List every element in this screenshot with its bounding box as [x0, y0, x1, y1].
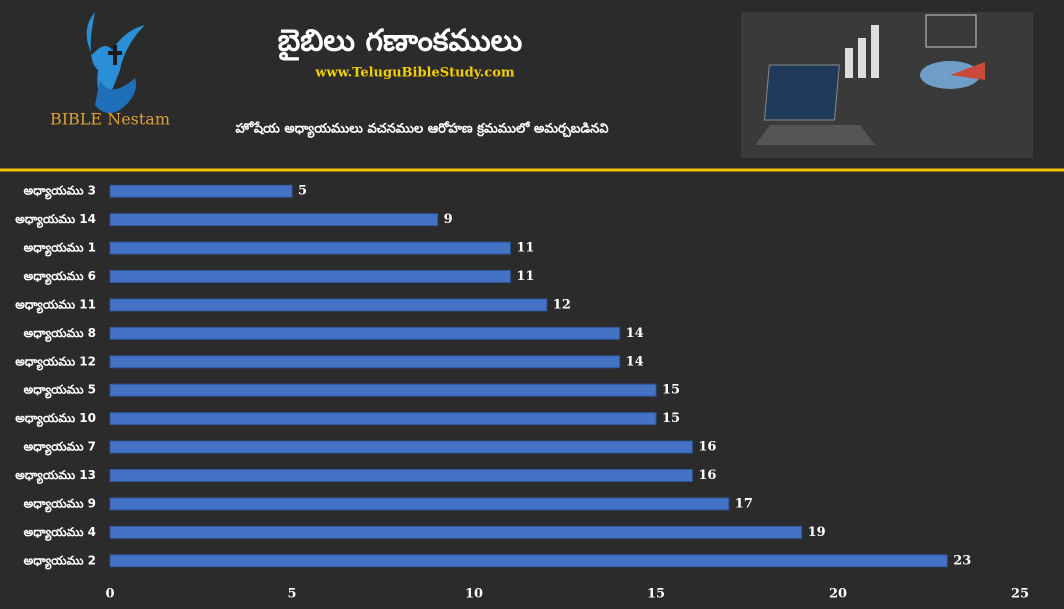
y-tick-label: అధ్యాయము 13	[15, 468, 96, 484]
y-tick-label: అధ్యాయము 6	[24, 269, 96, 285]
y-tick-label: అధ్యాయము 3	[24, 184, 96, 200]
y-tick-label: అధ్యాయము 10	[15, 411, 96, 427]
value-label: 12	[553, 297, 571, 312]
value-label: 11	[516, 269, 534, 284]
x-tick-label: 10	[465, 587, 483, 602]
value-label: 19	[808, 525, 826, 540]
x-tick-label: 5	[287, 587, 296, 602]
y-tick-label: అధ్యాయము 9	[24, 496, 96, 512]
bar	[109, 355, 621, 369]
website: www.TeluguBibleStudy.com	[314, 66, 515, 81]
y-tick-label: అధ్యాయము 7	[24, 440, 96, 456]
value-label: 5	[298, 184, 307, 199]
y-tick-label: అధ్యాయము 2	[24, 553, 96, 569]
y-tick-label: అధ్యాయము 1	[24, 241, 96, 257]
chart-title: బైబిలు గణాంకములు	[278, 24, 522, 62]
bar	[109, 184, 293, 198]
value-label: 23	[953, 553, 971, 568]
value-label: 14	[626, 354, 644, 369]
x-tick-label: 25	[1011, 587, 1029, 602]
y-tick-label: అధ్యాయము 8	[24, 326, 96, 342]
bar	[109, 554, 948, 568]
bar	[109, 383, 657, 397]
bar	[109, 412, 657, 426]
value-label: 15	[662, 411, 680, 426]
value-label: 16	[698, 440, 716, 455]
bar	[109, 241, 511, 255]
header-image	[741, 12, 1033, 158]
y-tick-label: అధ్యాయము 12	[15, 354, 96, 370]
value-label: 16	[698, 468, 716, 483]
x-tick-label: 15	[647, 587, 665, 602]
y-tick-label: అధ్యాయము 11	[15, 297, 96, 313]
value-label: 11	[516, 241, 534, 256]
value-label: 15	[662, 383, 680, 398]
value-label: 9	[444, 212, 453, 227]
value-label: 17	[735, 496, 753, 511]
y-tick-label: అధ్యాయము 14	[15, 212, 96, 228]
y-tick-label: అధ్యాయము 4	[24, 525, 96, 541]
bar	[109, 270, 511, 283]
bar	[109, 298, 548, 312]
value-label: 14	[626, 326, 644, 341]
x-tick-label: 20	[829, 587, 847, 602]
bar	[109, 440, 693, 454]
bar	[109, 497, 730, 511]
bar	[109, 469, 693, 482]
chart-subtitle: హోషేయ అధ్యాయములు వచనముల ఆరోహణ క్రమములో అ…	[235, 121, 609, 139]
bar	[109, 525, 803, 539]
y-tick-label: అధ్యాయము 5	[24, 383, 96, 399]
logo-text: BIBLE Nestam	[50, 110, 170, 129]
x-tick-label: 0	[105, 587, 114, 602]
bar	[109, 213, 439, 227]
logo	[86, 12, 145, 114]
bar	[109, 326, 621, 340]
